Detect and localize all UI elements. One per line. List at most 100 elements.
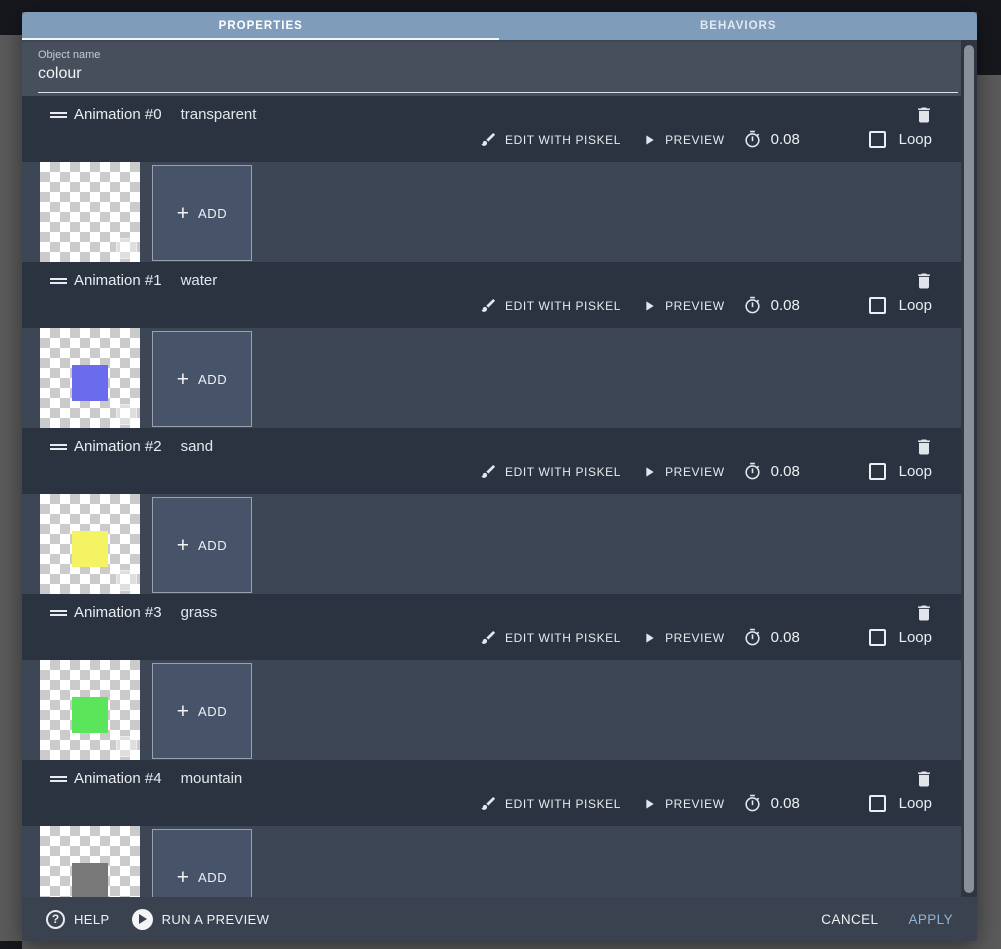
animation-section: Animation #1 water EDIT WITH PISKEL PREV… [22, 262, 961, 428]
frame-thumbnail[interactable] [40, 494, 140, 594]
animation-name-field[interactable]: water [180, 272, 218, 289]
edit-with-piskel-button[interactable]: EDIT WITH PISKEL [480, 131, 621, 148]
plus-icon: + [176, 865, 189, 889]
plus-icon: + [176, 367, 189, 391]
edit-with-piskel-button[interactable]: EDIT WITH PISKEL [480, 629, 621, 646]
scrollbar-thumb[interactable] [964, 45, 974, 893]
edit-with-piskel-button[interactable]: EDIT WITH PISKEL [480, 795, 621, 812]
help-label: HELP [74, 911, 110, 927]
trash-icon [918, 605, 930, 621]
object-name-field[interactable]: Object name colour [22, 42, 961, 96]
time-between-frames-value[interactable]: 0.08 [770, 629, 800, 646]
footer-bar: ? HELP RUN A PREVIEW CANCEL APPLY [22, 897, 977, 941]
add-frame-button[interactable]: + ADD [152, 165, 252, 261]
animation-section: Animation #3 grass EDIT WITH PISKEL PREV… [22, 594, 961, 760]
loop-label: Loop [898, 131, 932, 148]
drag-handle-icon[interactable] [50, 608, 67, 618]
edit-with-piskel-button[interactable]: EDIT WITH PISKEL [480, 463, 621, 480]
drag-handle-icon[interactable] [50, 774, 67, 784]
frame-thumbnail[interactable] [40, 660, 140, 760]
frame-color-square [72, 863, 108, 897]
object-editor-dialog: PROPERTIES BEHAVIORS Object name colour … [22, 12, 977, 941]
animation-section: Animation #2 sand EDIT WITH PISKEL PREVI… [22, 428, 961, 594]
plus-icon: + [176, 699, 189, 723]
brush-icon [481, 299, 495, 312]
brush-icon [481, 133, 495, 146]
delete-animation-button[interactable] [911, 600, 937, 626]
frame-color-square [72, 531, 108, 567]
add-frame-button[interactable]: + ADD [152, 497, 252, 593]
delete-animation-button[interactable] [911, 766, 937, 792]
add-frame-button[interactable]: + ADD [152, 331, 252, 427]
time-between-frames-field[interactable]: 0.08 [743, 130, 809, 149]
cancel-button[interactable]: CANCEL [821, 911, 879, 927]
frame-thumbnail[interactable] [40, 826, 140, 897]
time-between-frames-value[interactable]: 0.08 [770, 131, 800, 148]
animation-header: Animation #4 mountain EDIT WITH PISKEL P… [22, 760, 961, 826]
edit-with-piskel-button[interactable]: EDIT WITH PISKEL [480, 297, 621, 314]
backdrop-corner-top-left [0, 0, 22, 35]
thumbnail-corner-overlay [116, 404, 137, 425]
timer-icon [745, 628, 760, 646]
loop-checkbox[interactable] [868, 297, 886, 314]
timer-icon [745, 794, 760, 812]
loop-toggle[interactable]: Loop [868, 795, 932, 812]
add-frame-button[interactable]: + ADD [152, 663, 252, 759]
loop-checkbox[interactable] [868, 629, 886, 646]
thumbnail-corner-overlay [116, 570, 137, 591]
tab-behaviors[interactable]: BEHAVIORS [699, 20, 777, 32]
tab-properties[interactable]: PROPERTIES [218, 20, 303, 32]
animations-list: Animation #0 transparent EDIT WITH PISKE… [22, 96, 961, 897]
backdrop-corner-top-right [977, 0, 1001, 75]
time-between-frames-field[interactable]: 0.08 [743, 628, 809, 647]
add-frame-button[interactable]: + ADD [152, 829, 252, 897]
drag-handle-icon[interactable] [50, 276, 67, 286]
apply-button[interactable]: APPLY [908, 911, 953, 927]
tab-bar: PROPERTIES BEHAVIORS [22, 12, 977, 40]
backdrop-corner-bottom-left [0, 941, 22, 949]
time-between-frames-value[interactable]: 0.08 [770, 297, 800, 314]
preview-button[interactable]: PREVIEW [641, 132, 725, 148]
frame-thumbnail[interactable] [40, 328, 140, 428]
help-button[interactable]: ? HELP [46, 909, 110, 929]
preview-button[interactable]: PREVIEW [641, 796, 725, 812]
object-name-underline [38, 91, 958, 93]
loop-toggle[interactable]: Loop [868, 629, 932, 646]
preview-button[interactable]: PREVIEW [641, 630, 725, 646]
animation-name-field[interactable]: sand [180, 438, 214, 455]
trash-icon [918, 439, 930, 455]
object-name-value[interactable]: colour [38, 65, 82, 82]
loop-toggle[interactable]: Loop [868, 131, 932, 148]
animation-name-field[interactable]: mountain [180, 770, 243, 787]
loop-label: Loop [898, 629, 932, 646]
loop-toggle[interactable]: Loop [868, 463, 932, 480]
time-between-frames-field[interactable]: 0.08 [743, 296, 809, 315]
frame-thumbnail[interactable] [40, 162, 140, 262]
animation-title: Animation #4 [74, 770, 162, 787]
animation-name-field[interactable]: grass [180, 604, 218, 621]
animation-title: Animation #3 [74, 604, 162, 621]
run-a-preview-button[interactable]: RUN A PREVIEW [131, 908, 270, 930]
delete-animation-button[interactable] [911, 268, 937, 294]
trash-icon [918, 771, 930, 787]
loop-checkbox[interactable] [868, 795, 886, 812]
frame-color-square [72, 365, 108, 401]
time-between-frames-field[interactable]: 0.08 [743, 794, 809, 813]
loop-checkbox[interactable] [868, 131, 886, 148]
plus-icon: + [176, 533, 189, 557]
time-between-frames-value[interactable]: 0.08 [770, 463, 800, 480]
preview-button[interactable]: PREVIEW [641, 298, 725, 314]
loop-checkbox[interactable] [868, 463, 886, 480]
drag-handle-icon[interactable] [50, 110, 67, 120]
animation-section: Animation #0 transparent EDIT WITH PISKE… [22, 96, 961, 262]
delete-animation-button[interactable] [911, 434, 937, 460]
drag-handle-icon[interactable] [50, 442, 67, 452]
time-between-frames-value[interactable]: 0.08 [770, 795, 800, 812]
brush-icon [481, 465, 495, 478]
preview-button[interactable]: PREVIEW [641, 464, 725, 480]
animation-title: Animation #0 [74, 106, 162, 123]
time-between-frames-field[interactable]: 0.08 [743, 462, 809, 481]
delete-animation-button[interactable] [911, 102, 937, 128]
animation-name-field[interactable]: transparent [180, 106, 257, 123]
loop-toggle[interactable]: Loop [868, 297, 932, 314]
